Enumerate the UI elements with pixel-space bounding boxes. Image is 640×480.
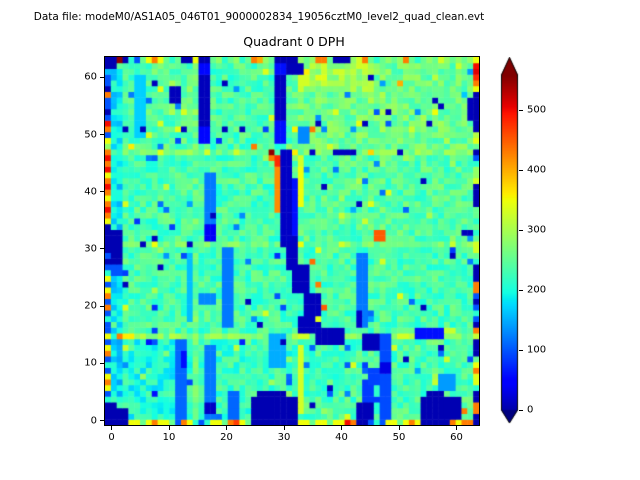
x-tick-label: 60 [450,432,463,443]
heatmap-image [105,57,479,425]
y-tick-mark [100,420,104,421]
x-tick-mark [111,426,112,430]
x-tick-mark [456,426,457,430]
x-tick-label: 40 [335,432,348,443]
y-tick-label: 40 [84,186,97,198]
x-tick-label: 20 [220,432,233,443]
data-file-label: Data file: modeM0/AS1A05_046T01_90000028… [33,11,485,23]
y-tick-label: 30 [84,243,97,255]
colorbar-tick-mark [519,409,523,411]
plot-title: Quadrant 0 DPH [243,34,345,49]
y-tick-label: 50 [84,129,97,140]
y-tick-mark [100,76,104,78]
y-tick-label: 10 [84,357,97,369]
x-tick-label: 10 [162,432,176,443]
colorbar [500,57,519,424]
x-tick-label: 30 [277,432,291,443]
x-tick-mark [168,426,170,430]
y-tick-label: 0 [90,415,97,426]
colorbar-tick-mark [519,349,523,351]
axes-frame [104,56,480,426]
colorbar-tick-mark [519,109,523,111]
x-tick-label: 50 [392,432,406,443]
y-tick-label: 60 [84,71,97,83]
colorbar-tick-label: 100 [527,344,547,356]
y-tick-label: 20 [84,300,97,312]
colorbar-tick-label: 200 [527,284,547,296]
x-tick-mark [226,426,227,430]
colorbar-tick-mark [519,229,523,231]
colorbar-tick-mark [519,169,523,171]
colorbar-tick-label: 0 [527,404,534,416]
x-tick-mark [341,426,342,430]
y-tick-mark [100,134,104,135]
colorbar-tick-label: 400 [527,164,547,176]
colorbar-tick-mark [519,289,523,291]
colorbar-tick-label: 500 [527,104,547,116]
y-tick-mark [100,191,104,193]
x-tick-label: 0 [108,432,115,443]
y-tick-mark [100,362,104,364]
x-tick-mark [398,426,400,430]
y-tick-mark [100,305,104,307]
x-tick-mark [283,426,285,430]
y-tick-mark [100,248,104,250]
colorbar-tick-label: 300 [527,224,547,236]
